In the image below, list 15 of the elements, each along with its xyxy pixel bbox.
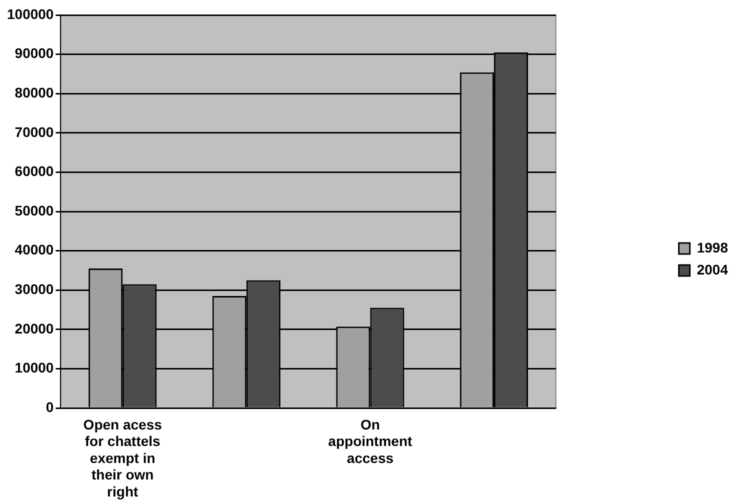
y-tick-label: 80000: [14, 84, 54, 100]
x-tick-label: On appointment access: [328, 416, 413, 466]
y-tick-label: 60000: [14, 163, 54, 180]
y-tick-label: 10000: [14, 360, 54, 376]
y-tick-label: 0: [46, 398, 54, 415]
y-tick-label: 70000: [14, 124, 54, 140]
y-tick-label: 30000: [14, 280, 54, 297]
legend-label: 2004: [696, 261, 728, 278]
y-tick-label: 20000: [14, 320, 54, 336]
legend-label: 1998: [696, 239, 728, 256]
y-tick-label: 40000: [14, 242, 54, 258]
y-tick-label: 90000: [14, 45, 54, 62]
y-tick-label: 100000: [7, 6, 54, 22]
y-tick-label: 50000: [14, 202, 54, 218]
x-tick-label: Open acess for chattels exempt in their own right: [83, 416, 162, 500]
